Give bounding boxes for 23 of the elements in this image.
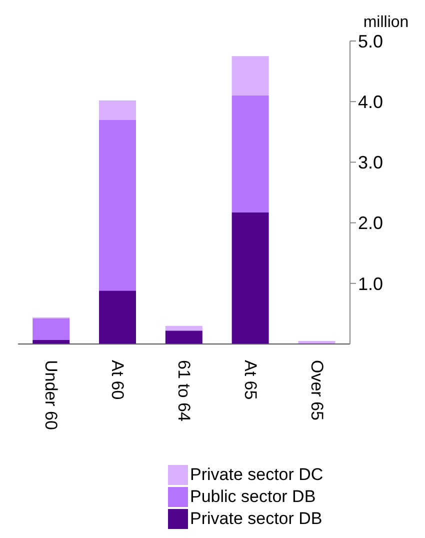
bar xyxy=(232,56,269,96)
y-tick-label: 3.0 xyxy=(358,152,384,173)
bar xyxy=(165,330,202,344)
legend-label: Public sector DB xyxy=(190,487,316,507)
bar xyxy=(165,326,202,331)
bar xyxy=(232,96,269,212)
y-tick-label: 5.0 xyxy=(358,31,384,52)
y-tick-label: 4.0 xyxy=(358,92,384,112)
x-tick-label: 61 to 64 xyxy=(174,360,194,422)
bar xyxy=(232,212,269,344)
y-tick-label: 2.0 xyxy=(358,213,384,234)
bar xyxy=(99,100,136,120)
y-axis-title: million xyxy=(363,14,409,31)
bar xyxy=(32,318,70,340)
legend-label: Private sector DC xyxy=(190,465,324,485)
x-tick-label: At 65 xyxy=(240,360,260,400)
x-tick-label: Over 65 xyxy=(307,360,326,420)
legend-label: Private sector DB xyxy=(190,509,322,529)
bar xyxy=(99,290,136,344)
x-tick-label: Under 60 xyxy=(42,360,61,430)
x-tick-label: At 60 xyxy=(108,360,128,400)
y-tick-label: 1.0 xyxy=(358,274,384,294)
bar xyxy=(99,120,136,291)
